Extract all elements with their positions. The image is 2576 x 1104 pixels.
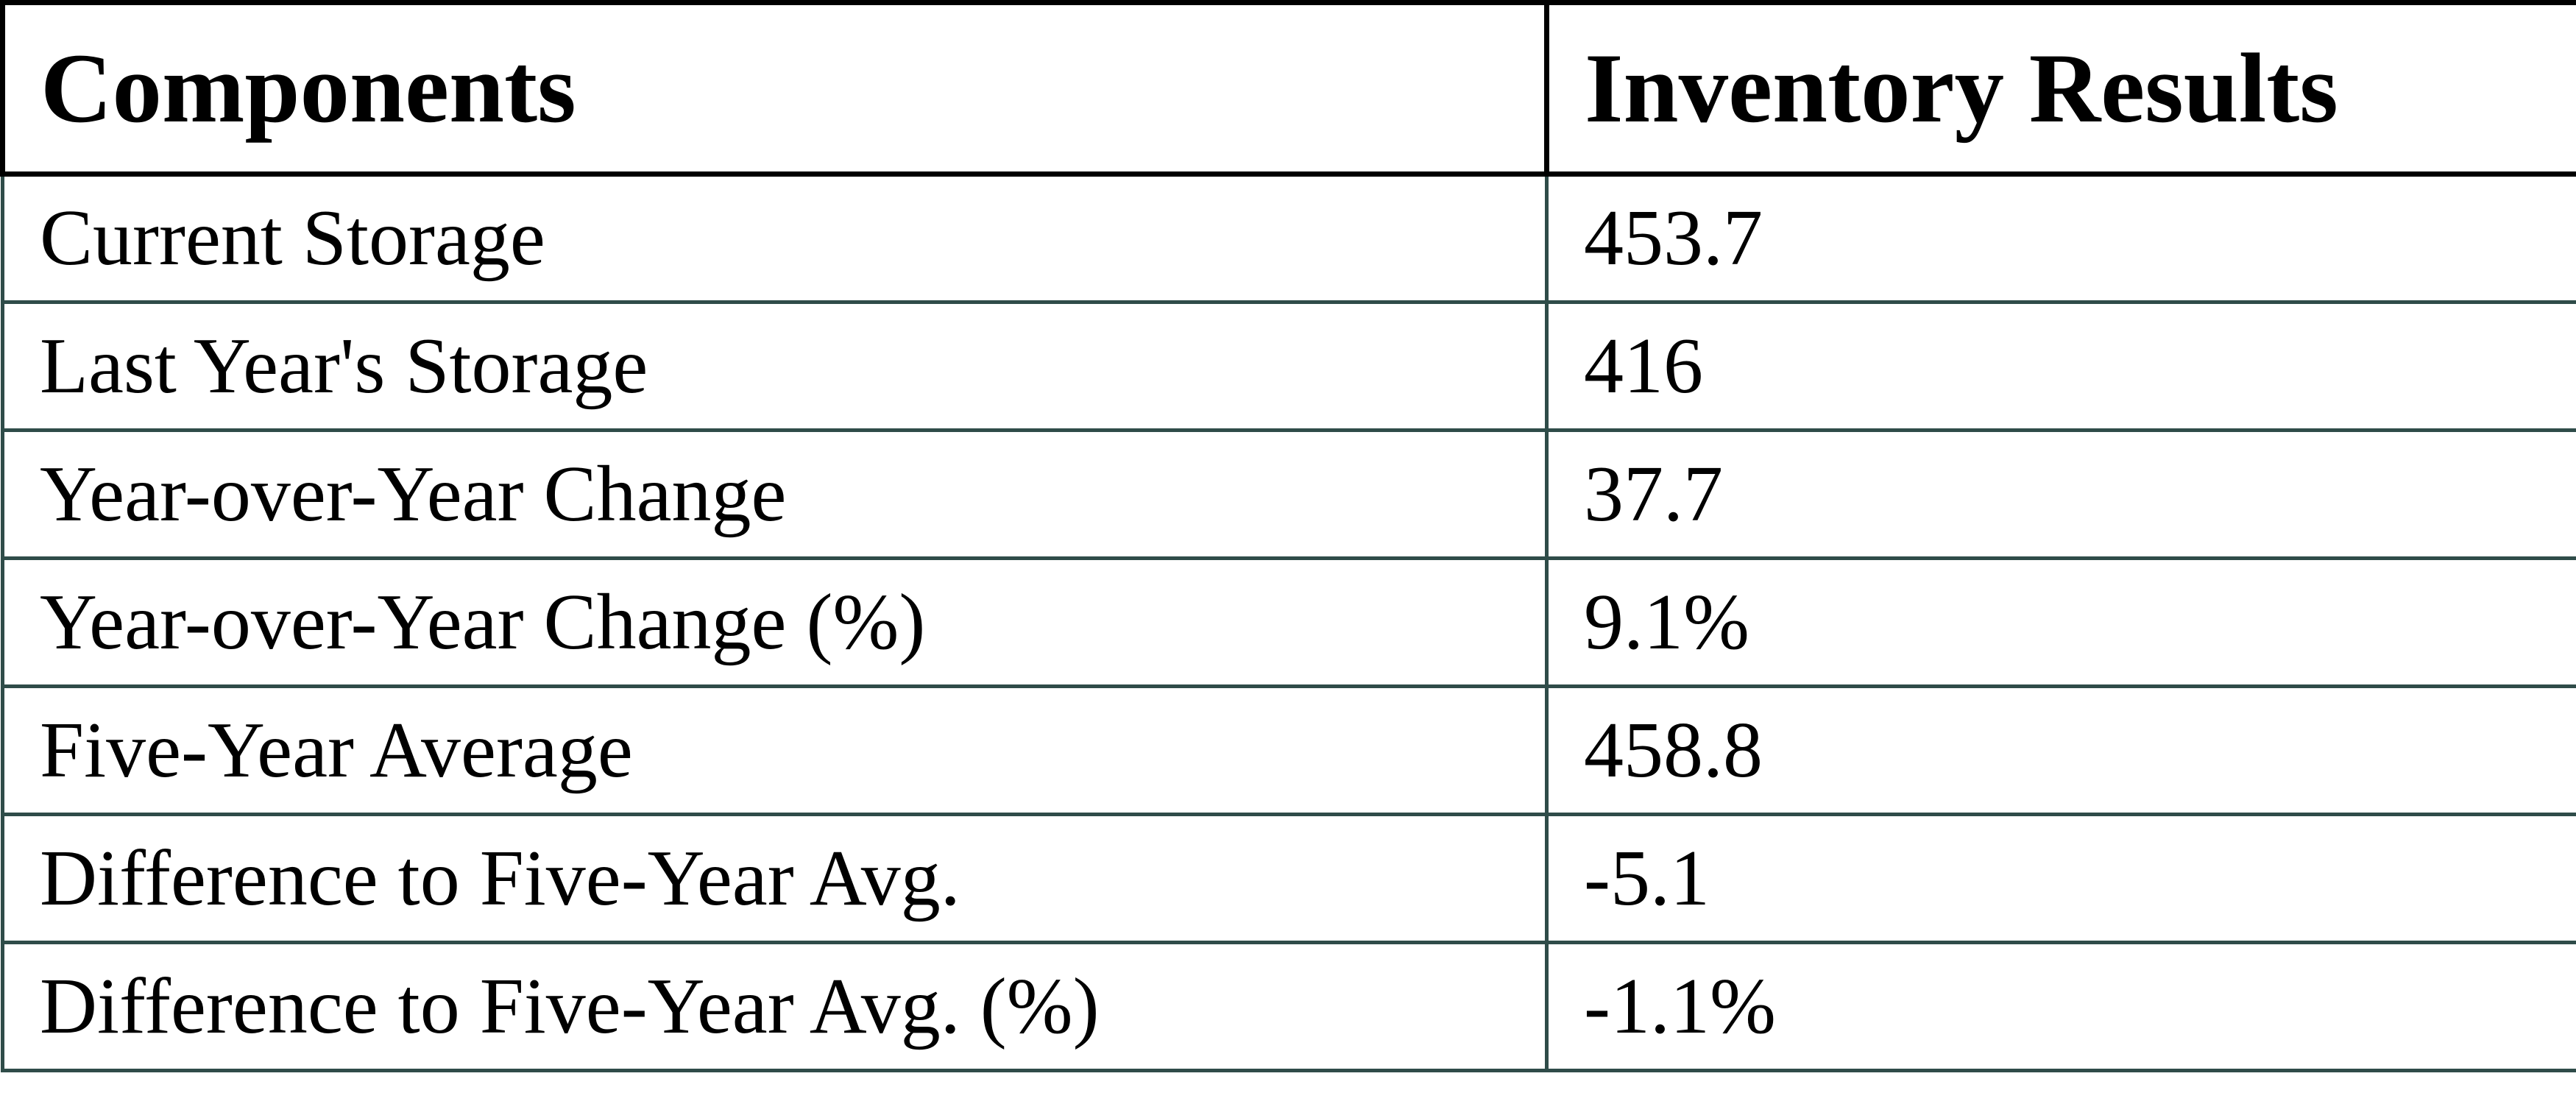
row-label-diff-five-year-avg-pct: Difference to Five-Year Avg. (%): [1, 941, 1549, 1072]
table-row: Five-Year Average 458.8: [1, 684, 2576, 816]
row-label-five-year-average: Five-Year Average: [1, 684, 1549, 816]
row-label-yoy-change: Year-over-Year Change: [1, 428, 1549, 560]
table-row: Year-over-Year Change (%) 9.1%: [1, 556, 2576, 688]
table-row: Year-over-Year Change 37.7: [1, 428, 2576, 560]
row-label-last-years-storage: Last Year's Storage: [1, 300, 1549, 432]
header-row: Components Inventory Results: [0, 0, 2576, 177]
table-row: Current Storage 453.7: [1, 172, 2576, 304]
column-header-inventory-results: Inventory Results: [1544, 0, 2576, 177]
table-header: Components Inventory Results: [0, 0, 2576, 177]
table-row: Last Year's Storage 416: [1, 300, 2576, 432]
row-value-current-storage: 453.7: [1545, 172, 2576, 304]
row-label-yoy-change-pct: Year-over-Year Change (%): [1, 556, 1549, 688]
row-label-diff-five-year-avg: Difference to Five-Year Avg.: [1, 813, 1549, 944]
table-body: Current Storage 453.7 Last Year's Storag…: [1, 172, 2576, 1072]
row-value-five-year-average: 458.8: [1545, 684, 2576, 816]
row-value-yoy-change-pct: 9.1%: [1545, 556, 2576, 688]
row-value-last-years-storage: 416: [1545, 300, 2576, 432]
row-value-yoy-change: 37.7: [1545, 428, 2576, 560]
column-header-components: Components: [0, 0, 1549, 177]
row-value-diff-five-year-avg: -5.1: [1545, 813, 2576, 944]
table-row: Difference to Five-Year Avg. -5.1: [1, 813, 2576, 944]
row-label-current-storage: Current Storage: [1, 172, 1549, 304]
row-value-diff-five-year-avg-pct: -1.1%: [1545, 941, 2576, 1072]
table-row: Difference to Five-Year Avg. (%) -1.1%: [1, 941, 2576, 1072]
inventory-results-table: Components Inventory Results Current Sto…: [0, 0, 2576, 1072]
